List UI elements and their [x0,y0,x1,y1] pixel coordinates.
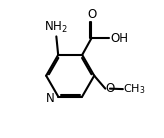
Text: NH$_2$: NH$_2$ [44,20,68,35]
Text: CH$_3$: CH$_3$ [123,82,146,96]
Text: O: O [87,8,97,21]
Text: N: N [46,92,54,105]
Text: OH: OH [110,32,128,45]
Text: O: O [106,82,115,95]
